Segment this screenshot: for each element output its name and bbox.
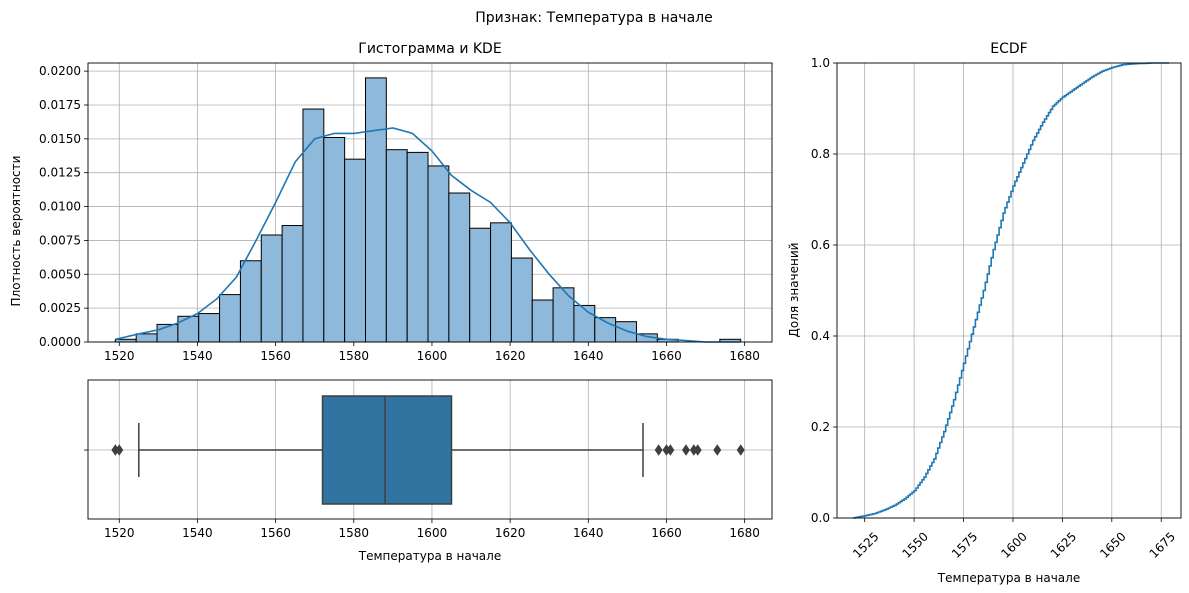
ecdf-xtick-label: 1650 <box>1097 529 1128 560</box>
histogram-bar <box>344 158 366 343</box>
histogram-ytick-label: 0.0150 <box>39 132 81 146</box>
histogram-bar <box>490 222 512 343</box>
boxplot-marks <box>111 395 745 505</box>
ecdf-panel: ECDF Доля значений 1525 1550 1575 1600 1625 1… <box>787 41 1182 585</box>
histogram-ytick-label: 0.0050 <box>39 267 81 281</box>
ecdf-ytick-label: 1.0 <box>811 56 830 70</box>
boxplot-outlier <box>713 444 722 456</box>
ecdf-xtick-label: 1600 <box>998 529 1029 560</box>
histogram-bar <box>448 192 471 343</box>
ecdf-ytick-label: 0.8 <box>811 147 830 161</box>
histogram-bar <box>219 294 241 343</box>
ecdf-xtick-label: 1525 <box>850 529 881 560</box>
histogram-xtick-label: 1520 <box>104 349 135 363</box>
histogram-ytick-label: 0.0200 <box>39 64 81 78</box>
ecdf-xtick-label: 1675 <box>1147 529 1178 560</box>
histogram-bar <box>323 136 346 343</box>
ecdf-ytick-label: 0.4 <box>811 329 830 343</box>
boxplot-axes: 1520 1540 1560 1580 1600 1620 1640 1660 1680 <box>84 449 760 540</box>
boxplot-xtick-label: 1540 <box>182 526 213 540</box>
histogram-xtick-label: 1560 <box>260 349 291 363</box>
ecdf-title: ECDF <box>990 41 1027 57</box>
histogram-xtick-label: 1640 <box>573 349 604 363</box>
histogram-xtick-label: 1540 <box>182 349 213 363</box>
histogram-ytick-label: 0.0125 <box>39 166 81 180</box>
ecdf-ytick-label: 0.2 <box>811 420 830 434</box>
boxplot-xtick-label: 1520 <box>104 526 135 540</box>
histogram-title: Гистограмма и KDE <box>358 41 501 57</box>
histogram-bar <box>302 108 325 343</box>
boxplot-xtick-label: 1580 <box>339 526 370 540</box>
histogram-panel: Гистограмма и KDE Плотность вероятности … <box>9 41 773 363</box>
boxplot-outlier <box>682 444 690 456</box>
ecdf-line <box>852 62 1170 519</box>
histogram-xtick-label: 1600 <box>417 349 448 363</box>
ecdf-xtick-label: 1575 <box>949 529 980 560</box>
histogram-frame <box>87 62 773 343</box>
boxplot-outlier <box>654 444 663 456</box>
histogram-bar <box>573 304 596 343</box>
histogram-xtick-label: 1580 <box>339 349 370 363</box>
histogram-bar <box>615 321 637 343</box>
histogram-bars <box>114 77 742 343</box>
histogram-ytick-label: 0.0000 <box>39 335 81 349</box>
boxplot-outlier <box>115 444 124 456</box>
ecdf-axes: 1525 1550 1575 1600 1625 1650 1675 0.0 0.2 0.4 0.6… <box>811 56 1178 561</box>
boxplot-xtick-label: 1640 <box>573 526 604 540</box>
histogram-ytick-label: 0.0025 <box>39 301 81 315</box>
histogram-bar <box>385 149 408 343</box>
ecdf-xtick-label: 1550 <box>900 529 931 560</box>
histogram-bar <box>406 151 429 343</box>
boxplot-xtick-label: 1600 <box>417 526 448 540</box>
histogram-axes: 1520 1540 1560 1580 1600 1620 1640 1660 1680 0.00… <box>39 64 760 363</box>
kde-line <box>115 127 741 343</box>
histogram-bar <box>135 333 158 343</box>
boxplot-xtick-label: 1560 <box>260 526 291 540</box>
histogram-bar <box>427 165 450 343</box>
histogram-xtick-label: 1660 <box>651 349 682 363</box>
histogram-bar <box>510 257 533 343</box>
boxplot-outlier <box>736 444 745 456</box>
histogram-ylabel: Плотность вероятности <box>9 156 23 307</box>
boxplot-panel: 1520 1540 1560 1580 1600 1620 1640 1660 1680 Тем… <box>84 379 773 563</box>
ecdf-frame <box>836 62 1182 519</box>
histogram-bar <box>260 234 283 343</box>
histogram-bar <box>531 299 554 343</box>
boxplot-outlier <box>666 444 675 456</box>
histogram-bar <box>239 260 262 343</box>
histogram-bar <box>177 315 200 343</box>
ecdf-xlabel: Температура в начале <box>937 571 1080 585</box>
ecdf-ylabel: Доля значений <box>787 243 801 338</box>
ecdf-ytick-label: 0.6 <box>811 238 830 252</box>
boxplot-xtick-label: 1620 <box>495 526 526 540</box>
histogram-bar <box>281 225 304 343</box>
histogram-ytick-label: 0.0075 <box>39 233 81 247</box>
boxplot-xtick-label: 1660 <box>651 526 682 540</box>
histogram-bar <box>364 77 387 343</box>
histogram-ytick-label: 0.0175 <box>39 98 81 112</box>
boxplot-box <box>321 395 453 505</box>
boxplot-outlier <box>693 444 702 456</box>
histogram-xtick-label: 1620 <box>495 349 526 363</box>
histogram-bar <box>198 313 221 343</box>
boxplot-frame <box>87 379 773 520</box>
figure-suptitle: Признак: Температура в начале <box>475 10 712 26</box>
boxplot-xlabel: Температура в начале <box>358 549 501 563</box>
histogram-bar <box>469 227 492 343</box>
ecdf-ytick-label: 0.0 <box>811 511 830 525</box>
boxplot-xtick-label: 1680 <box>729 526 760 540</box>
ecdf-grid <box>837 62 1181 519</box>
histogram-xtick-label: 1680 <box>729 349 760 363</box>
ecdf-xtick-label: 1625 <box>1048 529 1079 560</box>
histogram-bar <box>552 287 575 343</box>
histogram-ytick-label: 0.0100 <box>39 200 81 214</box>
